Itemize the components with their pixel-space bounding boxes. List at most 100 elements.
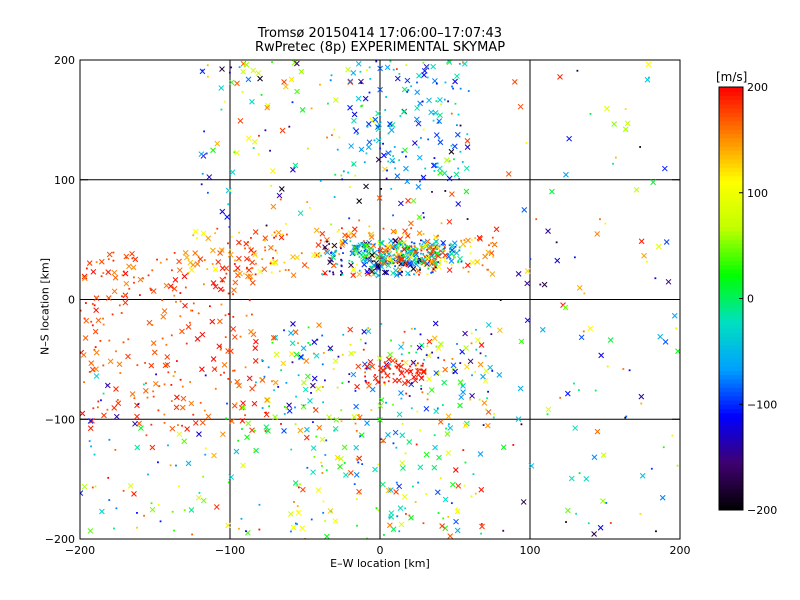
data-point-dot <box>395 68 398 70</box>
x-tick-label: 0 <box>377 544 384 557</box>
colorbar-segment <box>719 345 743 350</box>
data-point-dot <box>264 430 267 432</box>
data-point-cross <box>482 377 489 384</box>
data-point-dot <box>349 240 352 243</box>
data-point-dot <box>120 312 123 314</box>
data-point-dot <box>467 90 470 92</box>
data-point-dot <box>470 495 473 498</box>
data-point-dot <box>416 368 419 370</box>
data-point-cross <box>322 244 328 251</box>
data-point-dot <box>491 369 494 372</box>
data-point-cross <box>416 72 422 79</box>
data-point-dot <box>546 413 549 416</box>
data-point-dot <box>413 245 416 248</box>
data-point-dot <box>342 252 344 254</box>
data-point-dot <box>219 348 222 351</box>
data-point-dot <box>490 242 492 245</box>
data-point-dot <box>423 358 425 361</box>
data-point-cross <box>389 157 396 164</box>
data-point-cross <box>445 60 452 64</box>
data-point-dot <box>462 266 465 269</box>
data-point-cross <box>315 242 322 248</box>
data-point-cross <box>446 175 453 182</box>
data-point-dot <box>271 341 274 344</box>
data-point-cross <box>578 334 585 341</box>
data-point-cross <box>476 234 483 241</box>
data-point-cross <box>138 425 144 431</box>
data-point-cross <box>479 523 485 530</box>
data-point-dot <box>356 263 358 266</box>
data-point-cross <box>113 386 119 392</box>
data-point-dot <box>422 362 424 365</box>
data-point-dot <box>368 249 371 252</box>
data-point-cross <box>303 434 310 441</box>
data-point-dot <box>327 102 329 105</box>
data-point-cross <box>562 304 569 311</box>
data-point-cross <box>234 265 241 271</box>
data-point-dot <box>254 273 257 276</box>
data-point-dot <box>442 517 445 520</box>
data-point-dot <box>675 327 678 330</box>
data-point-cross <box>388 238 394 244</box>
data-point-dot <box>445 260 448 263</box>
data-point-cross <box>505 171 512 177</box>
data-point-dot <box>380 323 383 325</box>
data-point-dot <box>403 375 406 378</box>
data-point-dot <box>364 342 367 345</box>
colorbar-segment <box>719 112 743 118</box>
data-point-cross <box>111 269 118 276</box>
data-point-cross <box>81 275 88 282</box>
data-point-cross <box>172 277 179 283</box>
data-point-dot <box>201 69 204 72</box>
data-point-cross <box>324 533 330 539</box>
data-point-dot <box>457 113 460 116</box>
data-point-dot <box>387 160 390 163</box>
data-point-cross <box>661 165 668 172</box>
data-point-dot <box>412 485 414 488</box>
data-point-cross <box>192 228 199 235</box>
data-point-dot <box>459 362 462 364</box>
data-point-dot <box>338 136 341 139</box>
data-point-cross <box>272 379 279 386</box>
data-point-dot <box>233 369 236 372</box>
data-point-cross <box>86 260 93 266</box>
data-point-dot <box>418 242 421 245</box>
data-point-cross <box>554 257 561 264</box>
data-point-dot <box>355 498 358 501</box>
data-point-dot <box>609 522 612 524</box>
data-point-dot <box>589 112 592 115</box>
data-point-dot <box>383 361 386 364</box>
data-point-dot <box>269 262 272 265</box>
data-point-cross <box>423 63 430 70</box>
data-point-dot <box>427 267 430 270</box>
data-point-cross <box>192 420 199 426</box>
colorbar-segment <box>719 99 743 105</box>
data-point-dot <box>366 249 369 252</box>
data-point-cross <box>99 508 105 515</box>
data-point-dot <box>624 416 627 419</box>
data-point-cross <box>341 444 348 451</box>
data-point-cross <box>224 214 231 220</box>
data-point-dot <box>136 364 139 367</box>
data-point-dot <box>385 401 387 404</box>
data-point-cross <box>524 317 531 324</box>
data-point-dot <box>492 255 495 258</box>
data-point-cross <box>641 252 647 259</box>
data-point-cross <box>232 279 239 286</box>
data-point-dot <box>93 348 96 351</box>
data-point-dot <box>488 244 490 247</box>
data-point-dot <box>165 343 168 346</box>
data-point-cross <box>81 273 88 280</box>
data-point-dot <box>270 184 273 187</box>
data-point-dot <box>298 353 301 355</box>
data-point-dot <box>427 247 430 250</box>
data-point-cross <box>404 77 411 84</box>
data-point-dot <box>243 272 245 275</box>
data-point-cross <box>416 214 423 220</box>
colorbar-segment <box>719 416 743 422</box>
data-point-cross <box>113 413 120 420</box>
colorbar-segment <box>719 450 743 456</box>
data-point-dot <box>375 60 378 63</box>
data-point-dot <box>170 400 173 402</box>
data-point-dot <box>405 265 408 268</box>
